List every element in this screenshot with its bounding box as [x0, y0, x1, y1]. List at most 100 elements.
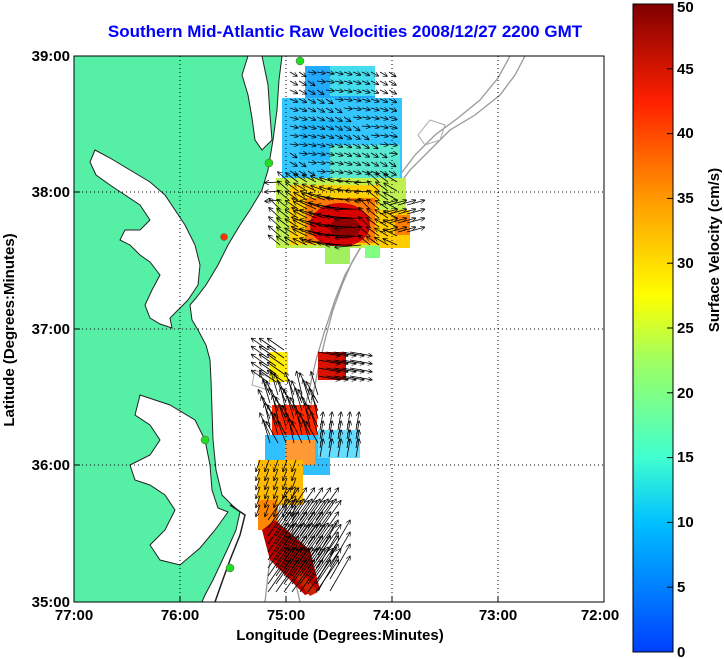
velocity-arrow: [287, 396, 295, 420]
velocity-arrow: [298, 126, 307, 128]
velocity-arrow: [316, 171, 325, 172]
velocity-arrow: [298, 99, 306, 102]
velocity-arrow: [359, 208, 371, 219]
velocity-arrow: [307, 144, 316, 146]
velocity-arrow: [274, 477, 279, 489]
velocity-arrow: [343, 81, 352, 83]
velocity-arrow: [334, 125, 342, 130]
velocity-arrow: [325, 375, 348, 380]
velocity-arrow: [267, 523, 288, 553]
velocity-arrow: [333, 367, 356, 372]
velocity-arrow: [267, 499, 288, 529]
velocity-arrow: [406, 200, 424, 206]
velocity-arrow: [333, 359, 356, 364]
velocity-arrow: [335, 245, 362, 247]
velocity-arrow: [306, 422, 319, 444]
colorbar-tick-label: 15: [677, 449, 694, 466]
velocity-arrow: [352, 72, 360, 75]
velocity-arrow: [307, 170, 315, 176]
radar-station-marker: [295, 56, 305, 66]
velocity-arrow: [367, 227, 380, 237]
velocity-arrow: [379, 227, 397, 233]
velocity-arrow: [379, 108, 388, 111]
velocity-arrow: [406, 227, 424, 233]
velocity-arrow: [265, 468, 270, 480]
velocity-arrow: [383, 239, 398, 246]
velocity-arrow: [289, 420, 295, 444]
colorbar-tick-label: 5: [677, 579, 685, 596]
velocity-arrow: [267, 501, 293, 537]
velocity-arrow: [379, 126, 388, 128]
velocity-arrow: [325, 116, 333, 121]
velocity-arrow: [379, 117, 388, 119]
colorbar-tick-label: 25: [677, 320, 694, 337]
radar-station-marker-offline: [220, 233, 228, 241]
velocity-arrow: [315, 560, 338, 593]
velocity-arrow: [268, 339, 285, 351]
velocity-arrow: [260, 339, 277, 351]
velocity-arrow: [268, 363, 285, 375]
velocity-arrow: [349, 375, 372, 380]
velocity-arrow: [329, 556, 350, 592]
velocity-arrow: [311, 372, 319, 396]
velocity-arrow: [325, 135, 333, 138]
x-tick-labels: 77:00 76:00 75:00 74:00 73:00 72:00: [55, 607, 619, 624]
x-tick-label: 74:00: [373, 607, 411, 624]
velocity-arrow: [307, 560, 330, 593]
velocity-arrow: [283, 549, 309, 585]
velocity-arrow: [325, 359, 348, 364]
velocity-arrow: [370, 143, 378, 149]
velocity-arrow: [291, 525, 317, 561]
velocity-arrow: [317, 520, 338, 556]
velocity-arrow: [256, 504, 261, 516]
colorbar-tick-label: 45: [677, 61, 694, 78]
velocity-arrow: [334, 116, 342, 121]
velocity-arrow: [352, 153, 360, 156]
velocity-arrow: [316, 81, 325, 82]
velocity-arrow: [291, 549, 317, 585]
velocity-arrow: [379, 161, 387, 166]
colorbar: [632, 3, 674, 653]
velocity-arrow: [361, 152, 369, 157]
velocity-arrow: [267, 525, 293, 561]
velocity-arrow: [370, 161, 378, 166]
velocity-arrow: [307, 89, 315, 94]
velocity-arrow: [298, 161, 306, 167]
velocity-arrow: [368, 190, 380, 201]
velocity-arrow: [376, 191, 389, 201]
x-tick-label: 73:00: [479, 607, 517, 624]
velocity-arrow: [317, 532, 338, 568]
velocity-arrow: [275, 488, 298, 521]
velocity-arrow: [343, 90, 352, 92]
velocity-arrow: [317, 359, 340, 364]
velocity-arrow: [307, 80, 315, 86]
velocity-arrow: [307, 108, 315, 111]
delaware-bay: [241, 56, 273, 151]
velocity-arrow: [294, 193, 308, 201]
velocity-arrow: [285, 228, 299, 237]
velocity-arrow: [343, 134, 351, 139]
velocity-arrow: [265, 495, 270, 507]
velocity-arrow: [397, 218, 415, 224]
velocity-arrow: [388, 117, 397, 120]
colorbar-tick-label: 10: [677, 514, 694, 531]
velocity-arrow: [326, 207, 353, 209]
velocity-arrow: [291, 501, 317, 537]
velocity-arrow: [307, 525, 333, 561]
velocity-arrow: [298, 153, 307, 154]
velocity-arrow: [325, 144, 334, 147]
velocity-arrow: [268, 355, 285, 367]
velocity-arrow: [325, 126, 333, 129]
velocity-arrow: [275, 512, 298, 545]
velocity-arrow: [361, 117, 370, 118]
velocity-arrow: [277, 227, 290, 237]
velocity-arrow: [298, 89, 306, 94]
velocity-arrow: [388, 135, 397, 137]
velocity-arrow: [289, 117, 298, 119]
velocity-arrow: [352, 134, 360, 139]
velocity-arrow: [368, 181, 380, 192]
velocity-arrow: [263, 380, 271, 404]
velocity-arrow: [289, 126, 298, 128]
velocity-arrow: [307, 98, 315, 103]
